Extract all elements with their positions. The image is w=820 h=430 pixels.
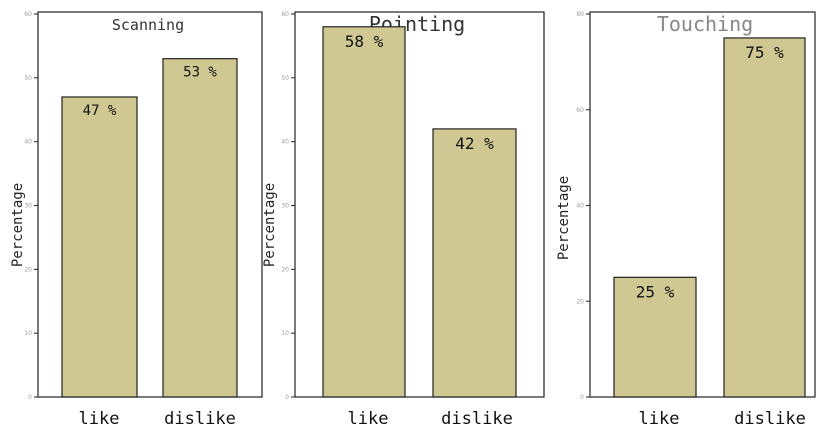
category-label: like <box>348 409 389 429</box>
y-tick-label: 80 <box>576 11 584 18</box>
y-axis-label: Percentage <box>10 183 26 267</box>
plot-frame <box>294 11 545 398</box>
bar-like <box>613 276 697 398</box>
y-axis-label: Percentage <box>556 176 572 260</box>
bar-dislike <box>432 128 517 398</box>
y-tick-label: 20 <box>24 266 32 273</box>
data-label: 25 % <box>636 282 675 301</box>
category-label: dislike <box>164 409 236 429</box>
y-tick-label: 10 <box>24 330 32 337</box>
plot-frame <box>589 11 816 398</box>
y-tick-label: 40 <box>576 203 584 210</box>
category-label: like <box>79 409 120 429</box>
data-label: 42 % <box>455 134 494 153</box>
y-tick-label: 20 <box>281 266 289 273</box>
plot-frame <box>37 11 263 398</box>
y-tick-label: 30 <box>281 203 289 210</box>
y-tick-label: 40 <box>24 139 32 146</box>
chart-title: Scanning <box>112 16 184 34</box>
data-label: 53 % <box>183 65 217 81</box>
chart-panel-3: 0 20 40 60 80 Touching Percentage 25 % like 75 % d… <box>556 11 816 429</box>
bar-like <box>61 96 138 398</box>
y-tick-label: 60 <box>576 107 584 114</box>
y-tick-label: 30 <box>24 203 32 210</box>
y-tick-label: 50 <box>24 75 32 82</box>
y-tick-label: 0 <box>285 394 289 401</box>
category-label: dislike <box>734 409 806 429</box>
y-tick-label: 60 <box>281 11 289 18</box>
data-label: 47 % <box>83 103 117 119</box>
y-tick-label: 10 <box>281 330 289 337</box>
category-label: dislike <box>441 409 513 429</box>
y-tick-label: 20 <box>576 298 584 305</box>
y-axis-label: Percentage <box>262 183 278 267</box>
bar-dislike <box>723 37 806 398</box>
category-label: like <box>639 409 680 429</box>
chart-panel-1: 0 10 20 30 40 50 60 Scanning Percentage 47 % like 5… <box>10 11 263 429</box>
chart-title: Touching <box>657 12 753 36</box>
data-label: 58 % <box>345 32 384 51</box>
bar-like <box>322 26 406 398</box>
y-tick-label: 50 <box>281 75 289 82</box>
y-tick-label: 60 <box>24 11 32 18</box>
y-tick-label: 40 <box>281 139 289 146</box>
y-tick-label: 0 <box>580 394 584 401</box>
bar-dislike <box>162 58 238 398</box>
y-tick-label: 0 <box>28 394 32 401</box>
data-label: 75 % <box>745 43 784 62</box>
